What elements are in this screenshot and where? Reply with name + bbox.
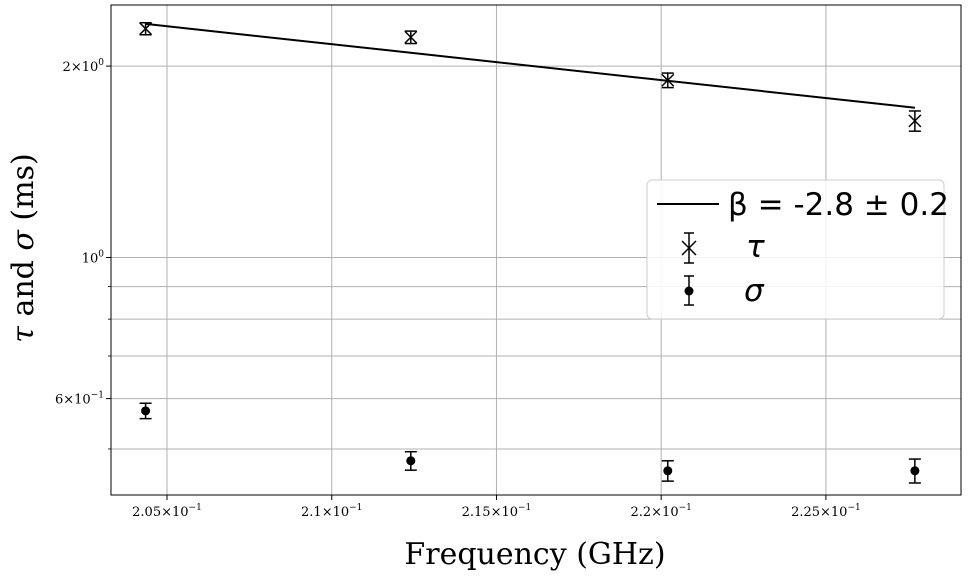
tau-point-0 bbox=[139, 21, 153, 36]
x-tick-label-4: 2.25×10−1 bbox=[791, 503, 861, 520]
y-axis-label-tau: τ bbox=[6, 326, 41, 343]
tau-marker-3-b bbox=[908, 114, 922, 128]
sigma-point-1 bbox=[404, 450, 417, 471]
legend-label-fit: β = -2.8 ± 0.2 bbox=[728, 187, 949, 223]
sigma-marker-1 bbox=[406, 456, 416, 466]
legend-label-tau: τ bbox=[746, 229, 765, 265]
legend-label-sigma: σ bbox=[744, 273, 765, 309]
y-axis-label-sigma: σ bbox=[6, 229, 41, 251]
y-tick-label-2: 6×10−1 bbox=[55, 391, 104, 408]
tau-point-3 bbox=[908, 110, 922, 132]
y-axis-ticks: 2×100 100 6×10−1 bbox=[55, 58, 111, 450]
tau-series bbox=[139, 21, 922, 132]
x-tick-label-2: 2.15×10−1 bbox=[462, 503, 532, 520]
sigma-point-3 bbox=[908, 458, 921, 484]
x-axis-label: Frequency (GHz) bbox=[404, 537, 665, 572]
y-axis-label-and: and bbox=[6, 251, 41, 326]
sigma-marker-0 bbox=[141, 406, 151, 416]
tau-marker-0-b bbox=[139, 22, 153, 36]
y-axis-label-unit: (ms) bbox=[6, 153, 41, 230]
fit-line-series bbox=[145, 22, 915, 109]
plot-frame bbox=[110, 4, 962, 496]
tau-point-2 bbox=[661, 72, 675, 89]
x-tick-label-0: 2.05×10−1 bbox=[132, 503, 202, 520]
tau-point-1 bbox=[404, 30, 418, 45]
tau-marker-1-b bbox=[404, 30, 418, 44]
fit-line bbox=[145, 22, 915, 109]
sigma-marker-2 bbox=[663, 466, 673, 476]
y-tick-label-1: 100 bbox=[82, 250, 105, 267]
sigma-point-0 bbox=[139, 402, 152, 420]
sigma-point-2 bbox=[661, 460, 674, 482]
tau-marker-2-b bbox=[661, 73, 675, 87]
legend: β = -2.8 ± 0.2 τ σ bbox=[646, 179, 949, 320]
y-tick-label-0: 2×100 bbox=[63, 58, 105, 75]
legend-box bbox=[646, 179, 945, 320]
x-axis-ticks: 2.05×10−1 2.1×10−1 2.15×10−1 2.2×10−1 2.25×1… bbox=[132, 495, 861, 520]
sigma-marker-3 bbox=[910, 466, 920, 476]
sigma-series bbox=[139, 402, 921, 484]
legend-tau-swatch bbox=[681, 232, 697, 264]
x-tick-label-1: 2.1×10−1 bbox=[301, 503, 362, 520]
legend-sigma-swatch bbox=[684, 275, 694, 306]
y-axis-label: τ and σ (ms) bbox=[6, 153, 41, 342]
x-tick-label-3: 2.2×10−1 bbox=[630, 503, 691, 520]
